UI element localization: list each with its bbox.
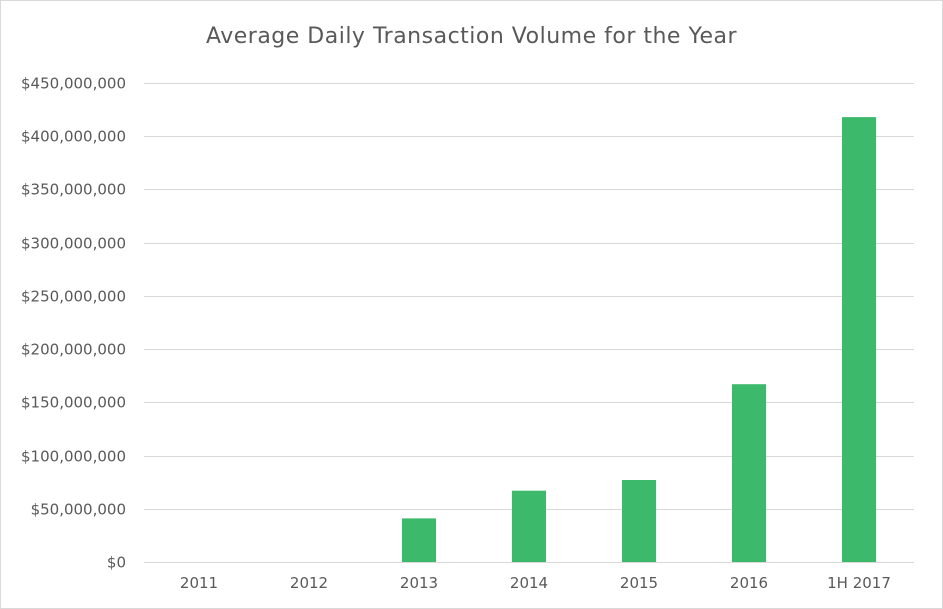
x-tick-label: 2012 — [290, 574, 328, 592]
bars — [401, 117, 877, 562]
chart-title: Average Daily Transaction Volume for the… — [205, 24, 738, 49]
y-tick-label: $300,000,000 — [21, 235, 126, 253]
y-tick-label: $200,000,000 — [21, 341, 126, 359]
gridlines — [144, 83, 914, 563]
x-axis-tick-labels: 2011 2012 2013 2014 2015 2016 1H 2017 — [180, 574, 891, 592]
x-tick-label: 2011 — [180, 574, 218, 592]
x-tick-label: 1H 2017 — [827, 574, 891, 592]
x-tick-label: 2015 — [620, 574, 658, 592]
y-tick-label: $150,000,000 — [21, 394, 126, 412]
y-tick-label: $250,000,000 — [21, 288, 126, 306]
y-axis-tick-labels: $0 $50,000,000 $100,000,000 $150,000,000 $20… — [21, 75, 126, 572]
y-tick-label: $0 — [107, 554, 126, 572]
bar-1h-2017 — [842, 117, 877, 562]
bar-2015 — [622, 480, 657, 562]
x-tick-label: 2014 — [510, 574, 548, 592]
bar-2013 — [401, 518, 436, 562]
x-tick-label: 2016 — [730, 574, 768, 592]
y-tick-label: $100,000,000 — [21, 448, 126, 466]
y-tick-label: $400,000,000 — [21, 128, 126, 146]
y-tick-label: $350,000,000 — [21, 181, 126, 199]
y-tick-label: $450,000,000 — [21, 75, 126, 93]
bar-2014 — [511, 490, 546, 562]
bar-2016 — [732, 384, 767, 562]
y-tick-label: $50,000,000 — [31, 501, 126, 519]
x-tick-label: 2013 — [400, 574, 438, 592]
